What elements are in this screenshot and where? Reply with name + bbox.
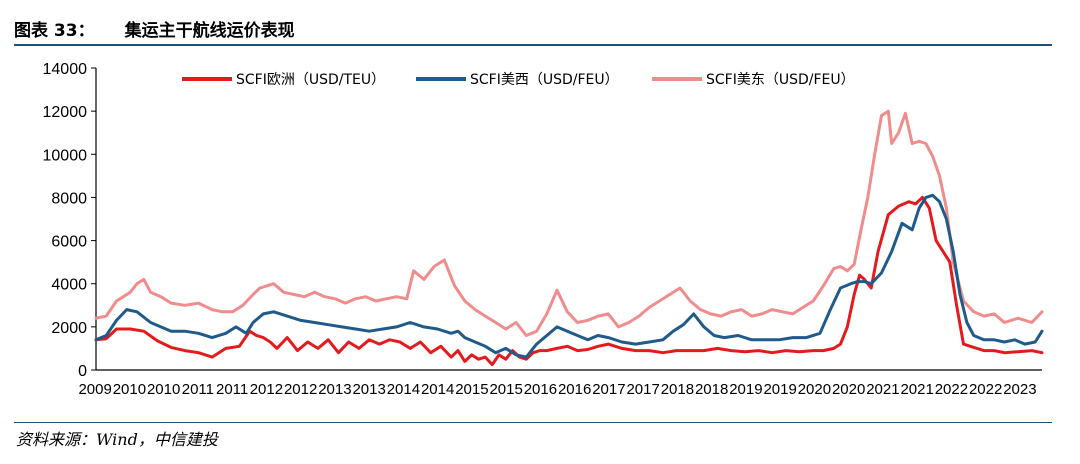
x-tick-label: 2014 bbox=[387, 381, 420, 398]
x-tick-label: 2015 bbox=[455, 381, 488, 398]
legend-label-0: SCFI欧洲（USD/TEU） bbox=[236, 72, 385, 88]
x-tick-label: 2014 bbox=[421, 381, 454, 398]
x-tick-label: 2010 bbox=[113, 381, 146, 398]
x-tick-label: 2018 bbox=[661, 381, 694, 398]
header-rule bbox=[14, 44, 1052, 46]
x-tick-label: 2011 bbox=[216, 381, 248, 398]
x-tick-label: 2021 bbox=[866, 381, 899, 398]
x-tick-label: 2022 bbox=[969, 381, 1002, 398]
y-tick-label: 10000 bbox=[43, 147, 88, 164]
y-tick-label: 12000 bbox=[43, 104, 88, 121]
x-tick-label: 2009 bbox=[78, 381, 111, 398]
y-tick-label: 2000 bbox=[51, 320, 87, 337]
x-tick-label: 2017 bbox=[592, 381, 625, 398]
x-tick-label: 2011 bbox=[182, 381, 214, 398]
x-tick-label: 2012 bbox=[250, 381, 283, 398]
y-tick-label: 6000 bbox=[51, 234, 87, 251]
x-tick-label: 2021 bbox=[900, 381, 933, 398]
series-line-1 bbox=[94, 193, 1044, 359]
series-line-2 bbox=[94, 109, 1044, 337]
y-tick-label: 8000 bbox=[51, 190, 87, 207]
figure-title: 集运主干航线运价表现 bbox=[124, 21, 295, 41]
legend-label-2: SCFI美东（USD/FEU） bbox=[706, 72, 855, 88]
series-layer bbox=[94, 109, 1044, 367]
y-tick-label: 0 bbox=[78, 363, 87, 380]
source-note: 资料来源：Wind，中信建投 bbox=[16, 430, 218, 449]
x-tick-label: 2012 bbox=[284, 381, 317, 398]
x-tick-label: 2022 bbox=[935, 381, 968, 398]
x-tick-label: 2017 bbox=[626, 381, 659, 398]
footer-rule bbox=[14, 422, 1052, 423]
x-tick-label: 2013 bbox=[318, 381, 351, 398]
x-tick-label: 2023 bbox=[1003, 381, 1036, 398]
x-tick-label: 2013 bbox=[352, 381, 385, 398]
x-tick-label: 2015 bbox=[489, 381, 522, 398]
x-tick-label: 2018 bbox=[695, 381, 728, 398]
x-tick-label: 2016 bbox=[524, 381, 557, 398]
figure-header: 图表 33： 集运主干航线运价表现 bbox=[14, 16, 295, 41]
figure-label: 图表 33： bbox=[14, 21, 95, 41]
legend-label-1: SCFI美西（USD/FEU） bbox=[470, 72, 619, 88]
series-line-0 bbox=[94, 195, 1044, 367]
x-tick-label: 2016 bbox=[558, 381, 591, 398]
x-tick-label: 2020 bbox=[832, 381, 865, 398]
x-tick-label: 2019 bbox=[763, 381, 796, 398]
y-tick-label: 4000 bbox=[51, 277, 87, 294]
x-tick-label: 2019 bbox=[729, 381, 762, 398]
x-tick-label: 2020 bbox=[798, 381, 831, 398]
x-tick-label: 2010 bbox=[147, 381, 180, 398]
chart-legend: SCFI欧洲（USD/TEU） SCFI美西（USD/FEU） SCFI美东（USD… bbox=[182, 72, 855, 88]
y-tick-label: 14000 bbox=[43, 61, 88, 78]
